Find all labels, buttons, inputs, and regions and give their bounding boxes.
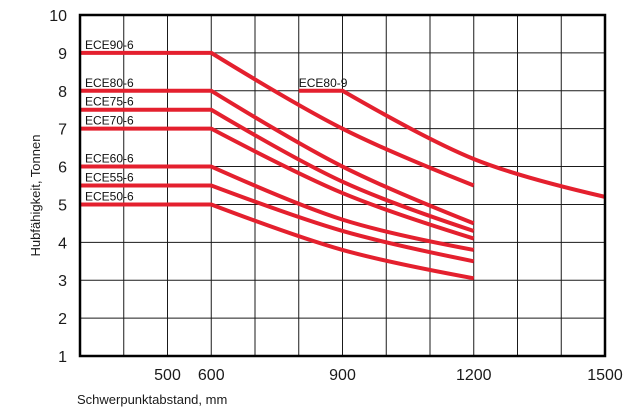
y-tick-label: 8 — [58, 84, 67, 101]
series-label-ece60-6: ECE60-6 — [85, 152, 134, 166]
series-label-ece75-6: ECE75-6 — [85, 95, 134, 109]
y-tick-label: 1 — [58, 349, 67, 366]
series-label-ece90-6: ECE90-6 — [85, 38, 134, 52]
x-tick-label: 500 — [154, 367, 181, 384]
series-line-ece55-6 — [80, 183, 475, 264]
series-line-ece90-6 — [80, 50, 475, 188]
series-line-ece75-6 — [80, 107, 475, 233]
y-tick-label: 7 — [58, 122, 67, 139]
series-label-ece80-9: ECE80-9 — [299, 76, 348, 90]
x-tick-label: 900 — [329, 367, 356, 384]
y-tick-label: 9 — [58, 46, 67, 63]
y-tick-labels: 1 2 3 4 5 6 7 8 9 10 — [49, 8, 67, 366]
series-label-ece70-6: ECE70-6 — [85, 114, 134, 128]
y-axis-label: Hubfähigkeit, Tonnen — [28, 135, 43, 257]
series-line-ece80-6 — [80, 88, 475, 226]
series-line-ece70-6 — [80, 126, 475, 241]
x-tick-label: 600 — [198, 367, 225, 384]
series-line-ece50-6 — [80, 202, 475, 281]
y-tick-label: 4 — [58, 235, 67, 252]
x-tick-label: 1500 — [587, 367, 623, 384]
y-tick-label: 10 — [49, 8, 67, 25]
series-label-ece55-6: ECE55-6 — [85, 171, 134, 185]
x-tick-labels: 500 600 900 1200 1500 — [154, 367, 623, 384]
series-lines — [80, 50, 606, 281]
series-line-ece60-6 — [80, 164, 475, 252]
y-tick-label: 2 — [58, 311, 67, 328]
x-tick-label: 1200 — [456, 367, 492, 384]
series-labels: ECE90-6 ECE80-6 ECE75-6 ECE70-6 ECE60-6 ECE55… — [85, 38, 348, 204]
plot-frame — [78, 13, 607, 358]
series-label-ece80-6: ECE80-6 — [85, 76, 134, 90]
series-label-ece50-6: ECE50-6 — [85, 189, 134, 203]
y-tick-label: 5 — [58, 197, 67, 214]
y-tick-label: 6 — [58, 160, 67, 177]
series-line-ece80-9 — [298, 88, 606, 199]
x-axis-label: Schwerpunktabstand, mm — [77, 392, 227, 407]
y-tick-label: 3 — [58, 273, 67, 290]
